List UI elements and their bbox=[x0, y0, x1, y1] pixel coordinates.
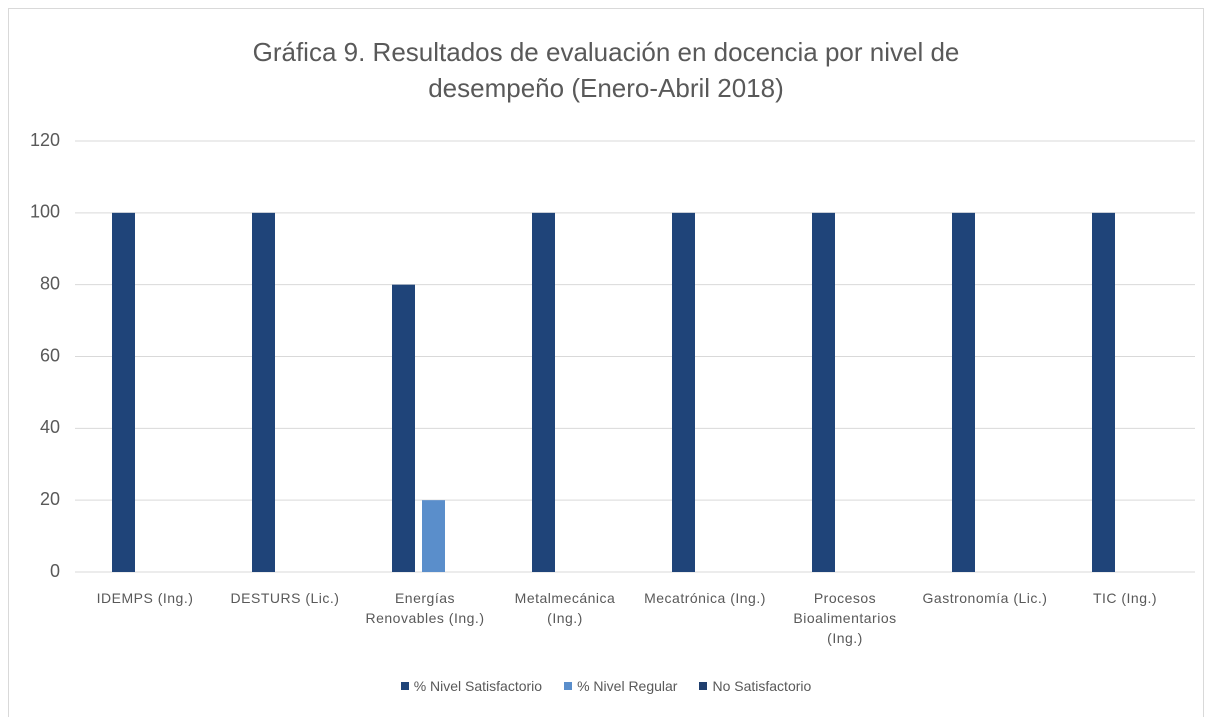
y-tick-label: 120 bbox=[30, 130, 60, 150]
bar bbox=[422, 500, 445, 572]
bar bbox=[672, 212, 695, 573]
legend-swatch bbox=[699, 682, 708, 690]
bar bbox=[252, 212, 275, 573]
bar bbox=[1092, 212, 1115, 573]
x-tick-label: Energías Renovables (Ing.) bbox=[365, 590, 485, 626]
chart-frame bbox=[8, 8, 1204, 717]
y-tick-label: 20 bbox=[40, 489, 60, 509]
chart-title: Gráfica 9. Resultados de evaluación en d… bbox=[252, 37, 960, 103]
y-tick-label: 100 bbox=[30, 202, 60, 222]
legend-swatch bbox=[400, 682, 409, 690]
y-tick-label: 80 bbox=[40, 273, 60, 293]
x-tick-label: Gastronomía (Lic.) bbox=[922, 590, 1048, 606]
legend-item: % Nivel Satisfactorio bbox=[400, 678, 543, 694]
legend-label: % Nivel Regular bbox=[577, 678, 678, 694]
x-tick-label: Procesos Bioalimentarios (Ing.) bbox=[793, 590, 897, 646]
legend-label: No Satisfactorio bbox=[712, 678, 812, 694]
x-tick-label: Mecatrónica (Ing.) bbox=[644, 590, 766, 606]
y-tick-label: 40 bbox=[40, 417, 60, 437]
bar bbox=[112, 212, 135, 573]
legend-swatch bbox=[564, 682, 573, 690]
legend: % Nivel Satisfactorio % Nivel Regular No S… bbox=[0, 678, 1212, 694]
legend-item: % Nivel Regular bbox=[564, 678, 677, 694]
x-tick-label: DESTURS (Lic.) bbox=[230, 590, 340, 606]
bar bbox=[392, 284, 415, 572]
bar bbox=[812, 212, 835, 573]
x-tick-label: IDEMPS (Ing.) bbox=[96, 590, 194, 606]
legend-label: % Nivel Satisfactorio bbox=[413, 678, 543, 694]
x-tick-label: TIC (Ing.) bbox=[1092, 590, 1158, 606]
y-tick-label: 60 bbox=[40, 345, 60, 365]
bar bbox=[532, 212, 555, 573]
x-tick-label: Metalmecánica (Ing.) bbox=[514, 590, 616, 626]
legend-item: No Satisfactorio bbox=[699, 678, 811, 694]
bar bbox=[952, 212, 975, 573]
y-tick-label: 0 bbox=[50, 561, 60, 581]
